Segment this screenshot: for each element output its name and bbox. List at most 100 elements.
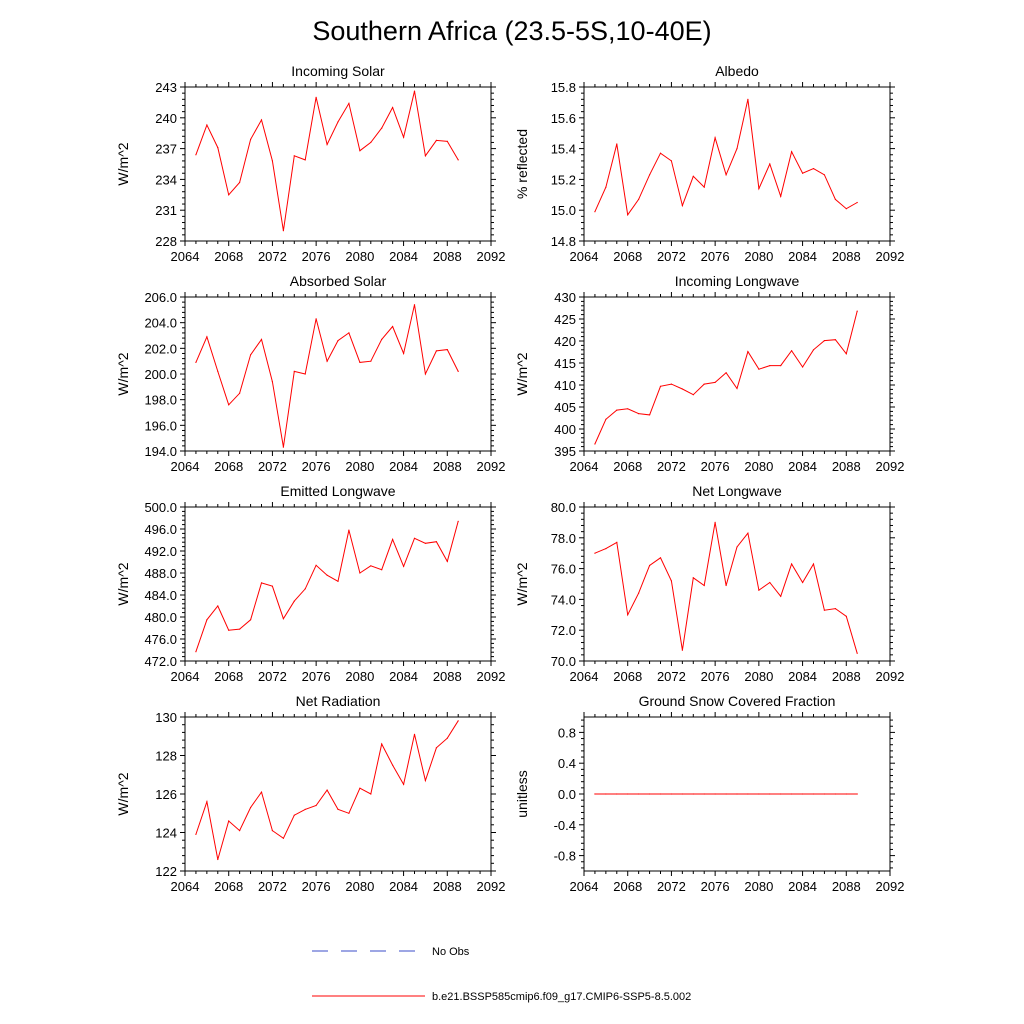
data-point [370,141,372,143]
data-point [594,443,596,445]
y-axis-label: W/m^2 [514,562,530,605]
y-tick-label: 78.0 [551,531,576,546]
data-point [326,574,328,576]
y-tick-label: 206.0 [144,290,177,305]
x-tick-label: 2092 [477,459,506,474]
data-point [791,793,793,795]
data-point [780,595,782,597]
data-point [802,793,804,795]
data-point [239,392,241,394]
data-point [692,577,694,579]
data-point [605,793,607,795]
data-point [780,365,782,367]
y-tick-label: 415 [554,356,576,371]
data-point [293,155,295,157]
panel-title: Ground Snow Covered Fraction [639,693,836,709]
y-tick-label: 74.0 [551,592,576,607]
data-point [747,351,749,353]
data-point [446,140,448,142]
data-point [359,150,361,152]
data-point [304,808,306,811]
data-point [348,812,350,814]
panel-title: Absorbed Solar [290,273,387,289]
data-point [681,205,684,207]
data-point [736,148,738,150]
x-tick-label: 2088 [433,669,462,684]
data-point [293,814,295,816]
data-point [315,318,317,320]
y-axis-label: unitless [514,770,530,817]
data-point [736,546,738,548]
data-point [627,614,629,616]
data-point [780,195,782,197]
data-point [747,98,749,100]
data-point [812,563,815,565]
x-tick-label: 2064 [171,459,200,474]
y-tick-label: 0.8 [558,725,576,740]
y-tick-label: 15.0 [551,203,576,218]
data-point [649,414,651,416]
y-tick-label: 122 [155,864,177,879]
x-tick-label: 2084 [389,879,418,894]
data-point [293,600,295,602]
data-point [616,541,618,544]
y-tick-label: 237 [155,142,177,157]
y-axis-label: W/m^2 [115,142,131,185]
data-point [638,198,640,200]
y-tick-label: 15.8 [551,80,576,95]
y-tick-label: 14.8 [551,234,576,249]
panel-title: Net Radiation [296,693,381,709]
data-point [834,793,837,795]
panel-3: Absorbed Solar W/m^2 2064 2068 2072 2076 2080 2… [115,273,505,474]
y-tick-label: 228 [155,234,177,249]
data-point [758,589,760,591]
data-point [293,370,295,372]
data-point [326,143,328,146]
x-tick-label: 2068 [214,459,243,474]
y-tick-label: 484.0 [144,588,177,603]
data-point [392,106,394,109]
y-tick-label: 130 [155,710,177,725]
data-point [348,529,350,531]
data-point [304,159,306,161]
data-point [670,793,673,795]
y-axis-label: W/m^2 [115,772,131,815]
data-point [315,96,317,98]
data-point [239,181,241,184]
plot-frame [583,86,891,242]
data-point [413,733,416,735]
y-tick-label: 243 [155,80,177,95]
y-tick-label: 15.2 [551,172,576,187]
data-point [659,557,662,559]
data-point [250,138,252,140]
data-point [348,332,350,334]
data-point [594,211,596,213]
data-point [845,793,847,795]
data-point [856,310,858,312]
data-point [337,580,339,582]
data-point [413,304,416,306]
data-point [747,793,749,795]
panel-4: Incoming Longwave W/m^2 2064 2068 2072 2076 20… [514,273,904,474]
data-point [326,789,328,791]
y-tick-label: 472.0 [144,654,177,669]
data-point [856,201,858,204]
y-tick-label: 476.0 [144,632,177,647]
data-point [217,858,219,861]
legend: No Obs b.e21.BSSP585cmip6.f09_g17.CMIP6-… [312,946,691,1003]
x-tick-label: 2084 [788,879,817,894]
y-tick-label: 15.4 [551,142,576,157]
data-point [206,124,208,126]
data-point [381,569,383,571]
data-point [271,381,273,383]
y-tick-label: 198.0 [144,393,177,408]
y-tick-label: 405 [554,400,576,415]
data-point [649,793,651,795]
data-point [206,801,208,803]
y-tick-label: 395 [554,444,576,459]
x-tick-label: 2076 [302,879,331,894]
data-point [282,230,284,232]
x-tick-label: 2068 [613,879,642,894]
y-tick-label: 400 [554,422,576,437]
data-point [250,806,252,809]
